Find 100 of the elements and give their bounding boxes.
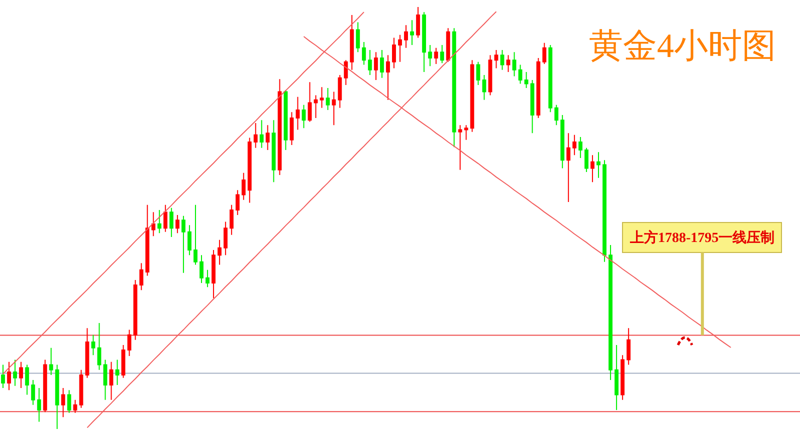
candlestick [302, 104, 306, 129]
candlestick [554, 104, 558, 126]
candlestick [458, 124, 462, 170]
candlestick [494, 50, 498, 69]
candlestick [175, 214, 180, 234]
candlestick [248, 137, 252, 204]
candlestick [200, 254, 204, 284]
candlestick [73, 399, 78, 414]
candlestick [386, 54, 390, 100]
candlestick [584, 147, 588, 172]
candlestick [43, 359, 48, 413]
candlestick [326, 88, 330, 110]
candlestick [109, 361, 114, 400]
candlestick [242, 172, 246, 200]
candlestick [37, 388, 42, 422]
candlestick [398, 34, 402, 62]
candlestick [434, 47, 438, 64]
candlestick [488, 54, 492, 96]
candlestick [55, 364, 60, 430]
candlestick [548, 44, 552, 113]
candlestick [536, 58, 540, 118]
candlestick [230, 204, 234, 236]
candlestick [206, 269, 210, 288]
candlestick [236, 190, 240, 216]
candlestick [308, 82, 312, 122]
candlestick [506, 54, 510, 72]
candlestick [224, 221, 228, 256]
candlestick [572, 134, 576, 156]
candlestick [380, 50, 384, 78]
candlestick [512, 52, 516, 77]
candlestick [67, 390, 72, 414]
candlestick [260, 120, 264, 148]
candlestick [157, 209, 162, 234]
candlestick [25, 364, 30, 396]
candlestick [314, 94, 318, 118]
candlestick [91, 334, 96, 356]
candlestick [602, 160, 606, 262]
candlestick [97, 322, 102, 370]
candlestick [266, 124, 270, 151]
candlestick [476, 61, 480, 86]
candlestick [1, 364, 5, 389]
candlestick [121, 344, 126, 378]
candlestick [464, 124, 468, 140]
candlestick [296, 96, 300, 130]
candlestick [290, 112, 294, 146]
candlestick [392, 37, 396, 69]
candlestick [428, 44, 432, 67]
candlestick [368, 50, 372, 76]
candlestick [374, 52, 378, 80]
candlestick [416, 6, 420, 38]
candlestick [181, 215, 186, 274]
candlestick [410, 20, 414, 46]
candlestick [626, 328, 631, 366]
candlestick [596, 152, 600, 178]
candlestick [620, 354, 625, 400]
candlestick [79, 369, 84, 408]
candlestick [524, 71, 528, 89]
candlestick [356, 22, 360, 53]
candlestick [163, 204, 168, 232]
candlestick [590, 154, 594, 183]
candlestick [350, 14, 354, 70]
candlestick [139, 262, 144, 291]
candlestick [404, 24, 408, 48]
candlestick [344, 60, 348, 86]
annotation: 上方1788-1795一线压制 [629, 229, 775, 246]
candlestick [608, 244, 612, 380]
candlestick [115, 359, 120, 386]
candlestick [578, 136, 582, 159]
text: 黄金4小时图 [589, 28, 776, 66]
candlestick [19, 361, 24, 389]
candlestick [254, 122, 258, 148]
candlestick [518, 64, 522, 84]
candlestick [362, 42, 366, 66]
candlestick [272, 120, 276, 183]
candlestick [500, 50, 504, 70]
candlestick [482, 74, 486, 100]
candlestick [320, 86, 324, 108]
candlestick [127, 329, 132, 356]
candlestick [61, 388, 66, 418]
candlestick [194, 204, 198, 266]
candlestick [338, 74, 342, 108]
candlestick [31, 380, 36, 406]
candlestick [332, 91, 336, 126]
candlestick [151, 212, 156, 237]
candlestick [49, 347, 54, 376]
candlestick [560, 114, 564, 169]
candlestick [440, 44, 444, 64]
candlestick [566, 132, 570, 202]
candlestick [452, 28, 456, 148]
candlestick [530, 80, 534, 134]
candlestick [284, 90, 288, 151]
candlestick [446, 28, 450, 62]
candlestick [7, 361, 11, 391]
candlestick [85, 328, 90, 378]
candlestick [103, 359, 108, 400]
candlestick [212, 250, 216, 299]
candlestick [13, 359, 18, 386]
candlestick [133, 280, 138, 340]
candlestick [218, 239, 222, 266]
candlestick [278, 78, 282, 176]
